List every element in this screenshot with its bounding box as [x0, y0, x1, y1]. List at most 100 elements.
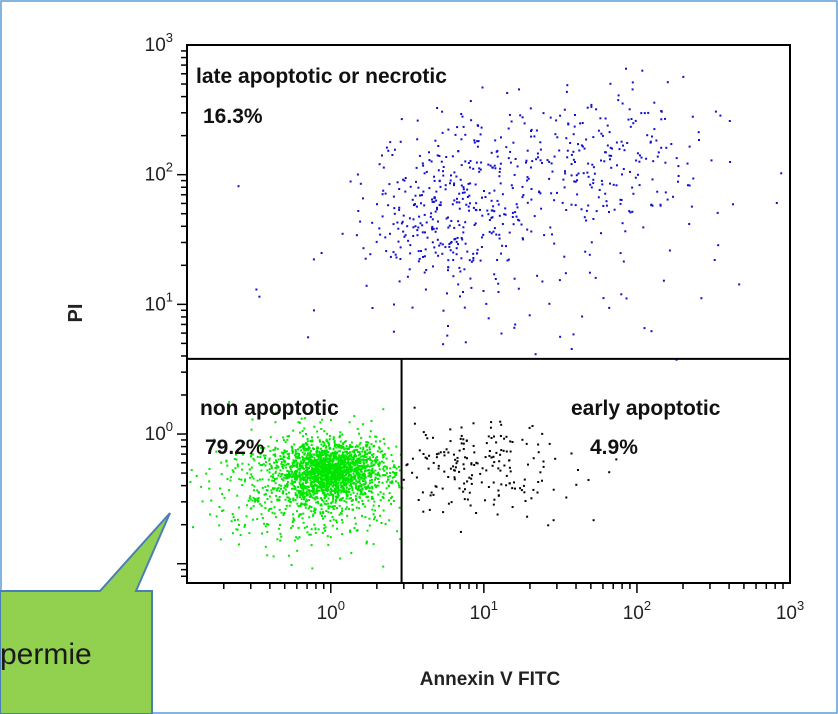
scatter-point — [601, 134, 604, 137]
scatter-point — [530, 130, 532, 132]
scatter-point — [383, 453, 386, 456]
scatter-point — [436, 107, 439, 109]
scatter-point — [347, 488, 350, 491]
scatter-point — [275, 489, 278, 492]
scatter-point — [342, 477, 345, 480]
scatter-point — [273, 487, 276, 490]
scatter-point — [656, 190, 659, 193]
scatter-point — [270, 464, 273, 467]
scatter-point — [447, 451, 450, 454]
scatter-point — [315, 450, 318, 453]
scatter-point — [257, 497, 260, 500]
scatter-point — [488, 454, 491, 457]
scatter-point — [456, 197, 458, 200]
scatter-point — [382, 408, 385, 411]
scatter-point — [264, 485, 267, 488]
scatter-point — [337, 458, 340, 461]
scatter-point — [499, 167, 502, 170]
scatter-point — [332, 436, 335, 439]
scatter-point — [241, 484, 244, 487]
scatter-point — [332, 457, 335, 460]
scatter-point — [332, 505, 335, 508]
scatter-point — [382, 492, 385, 495]
scatter-point — [272, 453, 275, 456]
scatter-point — [460, 184, 463, 187]
scatter-point — [323, 430, 326, 433]
scatter-point — [340, 484, 343, 487]
scatter-point — [634, 119, 637, 122]
scatter-point — [479, 472, 482, 475]
scatter-point — [292, 497, 295, 500]
scatter-point — [375, 240, 378, 243]
scatter-point — [494, 139, 497, 142]
scatter-point — [330, 419, 332, 421]
scatter-point — [717, 244, 720, 247]
scatter-point — [632, 122, 635, 125]
x-tick-base: 10 — [623, 603, 644, 624]
scatter-point — [323, 461, 326, 464]
scatter-point — [368, 456, 371, 459]
scatter-point — [421, 491, 424, 494]
scatter-point — [517, 287, 520, 290]
scatter-point — [289, 501, 292, 503]
scatter-point — [365, 540, 368, 543]
scatter-point — [304, 506, 307, 509]
scatter-point — [660, 110, 663, 113]
scatter-point — [360, 477, 363, 480]
scatter-point — [432, 461, 435, 464]
scatter-point — [232, 470, 235, 473]
scatter-point — [335, 521, 338, 524]
scatter-point — [271, 476, 274, 478]
scatter-point — [577, 143, 579, 146]
scatter-point — [364, 488, 367, 490]
scatter-point — [291, 521, 294, 523]
scatter-point — [581, 315, 584, 318]
scatter-point — [348, 462, 351, 465]
scatter-point — [434, 251, 437, 254]
scatter-point — [284, 484, 287, 487]
scatter-point — [514, 487, 516, 490]
scatter-point — [363, 456, 366, 458]
scatter-point — [284, 488, 287, 491]
scatter-point — [423, 204, 426, 207]
scatter-point — [377, 473, 380, 476]
scatter-point — [274, 478, 276, 480]
scatter-point — [510, 184, 513, 187]
scatter-point — [453, 238, 456, 241]
scatter-point — [271, 511, 274, 514]
scatter-point — [323, 492, 326, 494]
scatter-point — [406, 225, 409, 228]
scatter-point — [344, 480, 347, 483]
scatter-point — [339, 498, 342, 501]
scatter-point — [337, 484, 340, 487]
scatter-point — [520, 489, 523, 492]
scatter-point — [259, 464, 262, 466]
scatter-points — [189, 67, 783, 570]
scatter-point — [455, 253, 458, 256]
scatter-point — [296, 549, 299, 552]
scatter-point — [300, 417, 303, 420]
scatter-point — [315, 501, 318, 504]
scatter-point — [344, 457, 347, 460]
scatter-point — [424, 248, 427, 251]
scatter-point — [365, 542, 368, 545]
scatter-point — [208, 468, 211, 470]
scatter-point — [367, 451, 370, 454]
x-tick-exponent: 2 — [644, 598, 651, 613]
scatter-point — [357, 477, 360, 480]
scatter-point — [364, 481, 367, 484]
scatter-point — [382, 189, 385, 192]
scatter-point — [462, 490, 465, 493]
scatter-point — [430, 491, 433, 494]
scatter-point — [567, 123, 570, 126]
scatter-point — [341, 456, 344, 459]
scatter-point — [256, 499, 259, 501]
scatter-point — [298, 476, 301, 479]
scatter-point — [490, 437, 493, 439]
scatter-point — [296, 537, 299, 540]
scatter-point — [357, 445, 360, 448]
scatter-point — [314, 458, 316, 461]
scatter-point — [344, 461, 347, 464]
scatter-point — [306, 474, 309, 477]
scatter-point — [495, 441, 498, 444]
